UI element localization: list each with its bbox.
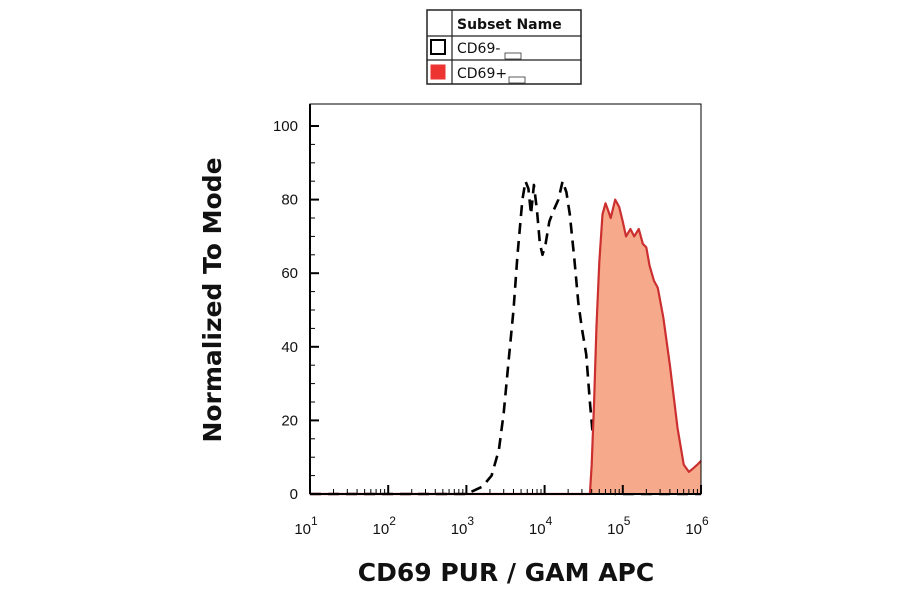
legend-swatch-cd69-pos (430, 64, 446, 80)
legend-header: Subset Name (457, 17, 562, 33)
y-tick-label-40: 40 (281, 339, 298, 356)
x-tick-label-1e3: 103 (451, 514, 475, 538)
x-axis-title: CD69 PUR / GAM APC (358, 558, 654, 587)
x-tick-label-1e6: 106 (685, 514, 709, 538)
y-tick-label-0: 0 (290, 486, 298, 503)
y-tick-label-60: 60 (281, 265, 298, 282)
x-tick-label-1e2: 102 (373, 514, 397, 538)
y-tick-label-100: 100 (273, 118, 298, 135)
series-line-cd69-pos (310, 198, 702, 496)
legend-frame (426, 9, 582, 85)
legend-label-cd69-pos: CD69+ (457, 66, 507, 82)
x-tick-label-1e4: 104 (529, 514, 553, 538)
legend-swatch-cd69-neg (430, 39, 446, 55)
legend-edit-box-cd69-pos[interactable] (508, 76, 526, 84)
x-tick-label-1e1: 101 (294, 514, 318, 538)
y-tick-label-20: 20 (281, 412, 298, 429)
series-layer (310, 179, 702, 496)
y-tick-label-80: 80 (281, 192, 298, 209)
legend-edit-box-cd69-neg[interactable] (504, 52, 522, 60)
x-tick-label-1e5: 105 (607, 514, 631, 538)
axes-layer: 0 20 40 60 80 100 101 102 103 104 105 106 (273, 103, 709, 538)
legend-label-cd69-neg: CD69- (457, 41, 500, 57)
y-axis-title: Normalized To Mode (198, 157, 227, 442)
series-area-cd69-pos (310, 199, 701, 494)
legend: Subset Name CD69- CD69+ (426, 9, 582, 85)
